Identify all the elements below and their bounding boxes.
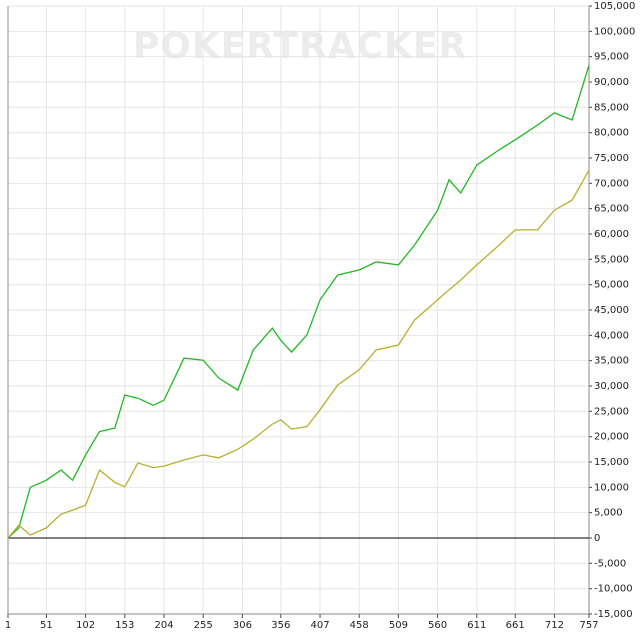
x-tick-label: 306 [233,620,252,631]
x-tick-label: 255 [194,620,213,631]
y-tick-label: 10,000 [594,482,629,493]
y-tick-label: -10,000 [594,584,633,595]
x-tick-label: 153 [115,620,134,631]
x-tick-label: 661 [506,620,525,631]
y-tick-label: 55,000 [594,254,629,265]
x-tick-label: 204 [154,620,173,631]
x-tick-label: 102 [76,620,95,631]
x-tick-label: 356 [271,620,290,631]
y-tick-label: 105,000 [594,1,635,12]
x-tick-label: 611 [467,620,486,631]
y-tick-label: 0 [594,533,600,544]
y-tick-label: 90,000 [594,77,629,88]
x-tick-label: 51 [40,620,53,631]
watermark: POKERTRACKER [133,26,467,67]
x-tick-label: 1 [5,620,11,631]
y-tick-label: 35,000 [594,356,629,367]
y-tick-label: 95,000 [594,52,629,63]
x-tick-label: 458 [350,620,369,631]
y-tick-label: -5,000 [594,558,626,569]
y-tick-label: 30,000 [594,381,629,392]
y-tick-label: 45,000 [594,305,629,316]
y-tick-label: 25,000 [594,406,629,417]
y-tick-label: 20,000 [594,432,629,443]
y-tick-label: 15,000 [594,457,629,468]
series-line [7,169,590,539]
x-tick-label: 560 [428,620,447,631]
x-tick-label: 407 [310,620,329,631]
y-tick-label: 50,000 [594,280,629,291]
series-line [7,65,590,539]
y-tick-label: 80,000 [594,128,629,139]
y-tick-label: 5,000 [594,508,623,519]
x-tick-label: 712 [545,620,564,631]
y-tick-label: 40,000 [594,330,629,341]
y-tick-label: 70,000 [594,178,629,189]
y-tick-label: 100,000 [594,26,635,37]
y-tick-label: 65,000 [594,204,629,215]
y-tick-label: 60,000 [594,229,629,240]
y-tick-label: -15,000 [594,609,633,620]
x-tick-label: 757 [579,620,598,631]
y-tick-label: 85,000 [594,102,629,113]
y-tick-label: 75,000 [594,153,629,164]
x-tick-label: 509 [389,620,408,631]
